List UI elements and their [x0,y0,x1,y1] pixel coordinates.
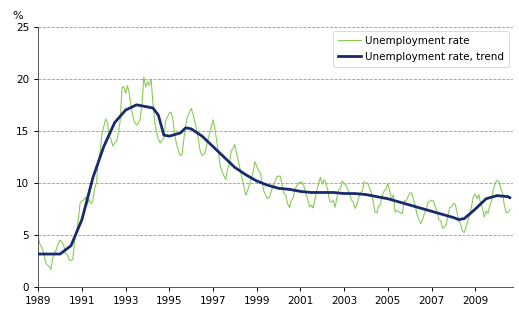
Unemployment rate [35,235,42,239]
Unemployment rate [419,218,426,222]
Line: Unemployment rate, trend: Unemployment rate, trend [38,105,510,254]
Unemployment rate, trend [417,206,424,210]
Legend: Unemployment rate, Unemployment rate, trend: Unemployment rate, Unemployment rate, tr… [333,31,509,67]
Unemployment rate [507,208,513,212]
Unemployment rate [104,121,111,124]
Line: Unemployment rate: Unemployment rate [38,77,510,270]
Unemployment rate, trend [507,196,513,200]
Unemployment rate, trend [236,168,242,172]
Unemployment rate, trend [133,103,140,107]
Unemployment rate, trend [35,252,42,256]
Unemployment rate [236,160,242,163]
Unemployment rate, trend [91,171,98,174]
Unemployment rate, trend [234,167,240,171]
Unemployment rate [237,168,243,172]
Unemployment rate [488,199,495,203]
Unemployment rate, trend [102,141,108,144]
Unemployment rate [141,75,147,79]
Unemployment rate, trend [487,196,493,200]
Unemployment rate [48,268,54,271]
Unemployment rate [93,181,100,184]
Text: %: % [12,11,23,22]
